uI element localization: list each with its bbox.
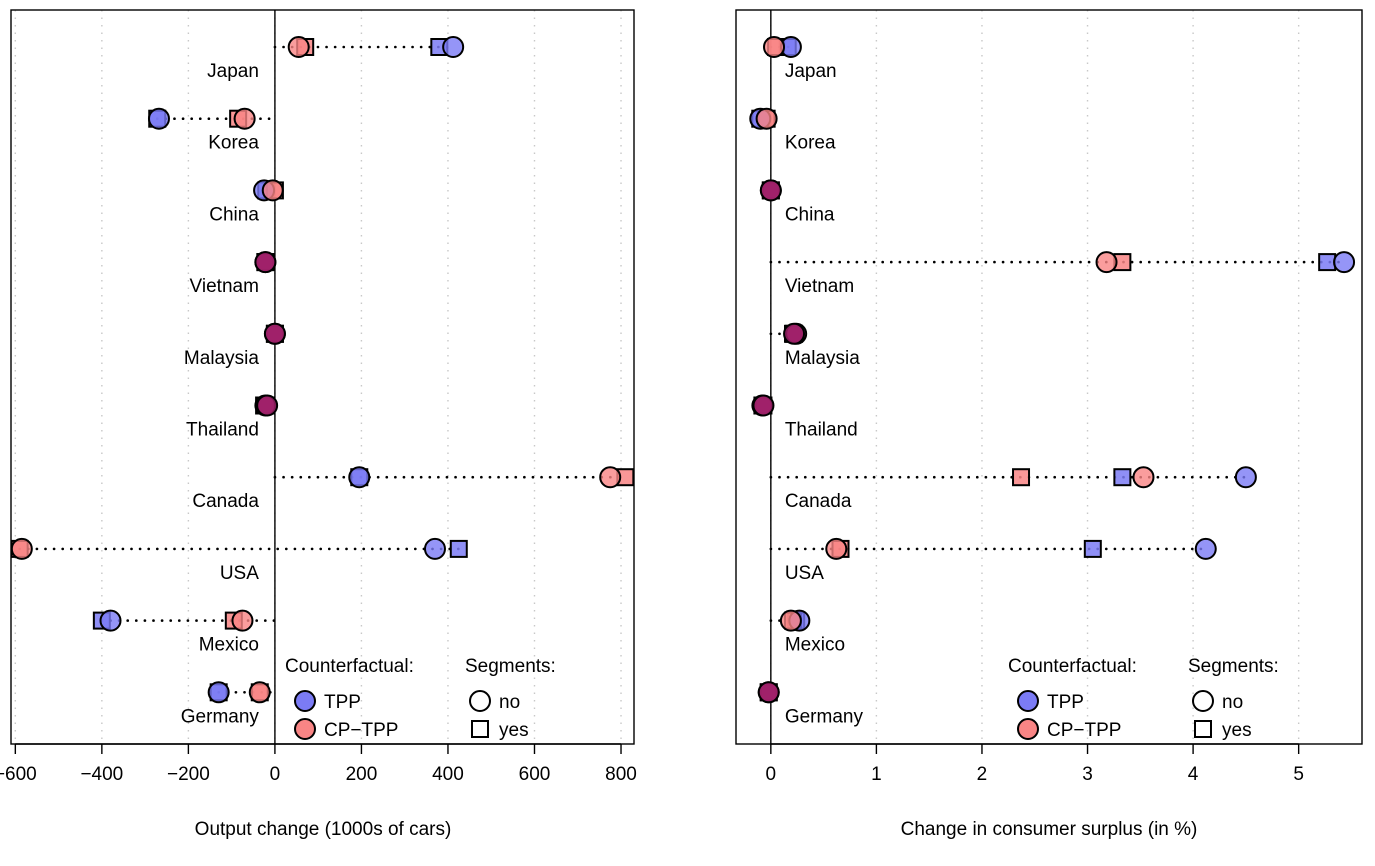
legend-segments-swatch-no <box>469 690 491 712</box>
tpp-no-marker <box>99 609 122 632</box>
x-tick-label: 1 <box>871 764 882 785</box>
cptpp-no-marker <box>763 36 786 58</box>
category-label-mexico: Mexico <box>785 635 845 656</box>
cptpp-no-marker <box>757 681 780 704</box>
legend-counterfactual-title: Counterfactual: <box>285 656 414 677</box>
tpp-no-marker <box>442 36 465 58</box>
category-label-china: China <box>209 204 259 225</box>
legend-counterfactual-swatch-tpp <box>294 690 316 712</box>
tpp-no-marker <box>207 681 230 704</box>
cptpp-no-marker <box>1132 466 1155 489</box>
legend-segments-label-yes: yes <box>1222 720 1252 741</box>
cptpp-no-marker <box>287 36 310 58</box>
tpp-no-marker <box>1194 537 1217 560</box>
tpp-yes-marker <box>449 539 468 558</box>
category-label-thailand: Thailand <box>785 420 858 441</box>
x-tick-label: 200 <box>346 764 378 785</box>
legend-segments-swatch-no <box>1192 690 1214 712</box>
cptpp-no-marker <box>263 322 286 345</box>
tpp-no-marker <box>147 107 170 130</box>
legend-counterfactual-label-cp-tpp: CP−TPP <box>1047 720 1121 741</box>
x-tick-label: −600 <box>0 764 37 785</box>
cptpp-no-marker <box>1095 251 1118 274</box>
x-tick-label: 600 <box>519 764 551 785</box>
legend-counterfactual-title: Counterfactual: <box>1008 656 1137 677</box>
legend-segments-label-yes: yes <box>499 720 529 741</box>
x-tick-label: 4 <box>1188 764 1199 785</box>
category-label-vietnam: Vietnam <box>190 276 259 297</box>
cptpp-no-marker <box>759 179 782 202</box>
cptpp-no-marker <box>248 681 271 704</box>
category-label-germany: Germany <box>785 706 864 727</box>
category-label-korea: Korea <box>208 133 259 154</box>
category-label-japan: Japan <box>785 61 837 82</box>
x-tick-label: 0 <box>766 764 777 785</box>
panel-2: 0 1 2 3 4 5 Change in consumer surplus (in %) J… <box>735 9 1363 840</box>
cptpp-yes-marker <box>1012 468 1031 487</box>
category-label-thailand: Thailand <box>186 420 259 441</box>
category-label-canada: Canada <box>785 491 852 512</box>
cptpp-no-marker <box>256 394 279 417</box>
legend-segments-title: Segments: <box>465 656 556 677</box>
legend: Counterfactual: Segments: TPP CP−TPP no yes <box>1008 656 1279 741</box>
x-tick-label: −400 <box>80 764 123 785</box>
category-label-malaysia: Malaysia <box>184 348 259 369</box>
category-label-korea: Korea <box>785 133 836 154</box>
tpp-no-marker <box>1333 251 1356 274</box>
legend-counterfactual-swatch-tpp <box>1017 690 1039 712</box>
tpp-no-marker <box>348 466 371 489</box>
panel-1: −600 −400 −200 0 200 400 600 800 Output change (… <box>0 9 637 840</box>
category-label-vietnam: Vietnam <box>785 276 854 297</box>
tpp-yes-marker <box>1318 253 1337 272</box>
legend-counterfactual-swatch-cp-tpp <box>294 718 316 740</box>
category-label-japan: Japan <box>207 61 259 82</box>
cptpp-no-marker <box>755 107 778 130</box>
x-tick-label: 400 <box>432 764 464 785</box>
category-label-germany: Germany <box>181 706 260 727</box>
x-tick-label: 5 <box>1293 764 1304 785</box>
cptpp-no-marker <box>233 107 256 130</box>
legend-segments-swatch-yes <box>1194 720 1212 738</box>
category-label-mexico: Mexico <box>199 635 259 656</box>
cptpp-no-marker <box>261 179 284 202</box>
cptpp-no-marker <box>779 609 802 632</box>
plot-frame <box>10 9 635 745</box>
legend-segments-label-no: no <box>499 692 520 713</box>
cptpp-no-marker <box>599 466 622 489</box>
legend-counterfactual-label-tpp: TPP <box>324 692 361 713</box>
tpp-no-marker <box>423 537 446 560</box>
legend: Counterfactual: Segments: TPP CP−TPP no yes <box>285 656 556 741</box>
cptpp-no-marker <box>825 537 848 560</box>
category-label-china: China <box>785 204 835 225</box>
x-axis-title: Change in consumer surplus (in %) <box>901 819 1198 840</box>
cptpp-no-marker <box>752 394 775 417</box>
tpp-yes-marker <box>1113 468 1132 487</box>
x-tick-label: −200 <box>167 764 210 785</box>
cptpp-no-marker <box>231 609 254 632</box>
category-label-canada: Canada <box>192 491 259 512</box>
legend-counterfactual-label-tpp: TPP <box>1047 692 1084 713</box>
tpp-yes-marker <box>1083 539 1102 558</box>
category-label-malaysia: Malaysia <box>785 348 860 369</box>
x-axis-title: Output change (1000s of cars) <box>195 819 452 840</box>
x-tick-label: 3 <box>1082 764 1093 785</box>
x-tick-label: 2 <box>977 764 988 785</box>
cptpp-no-marker <box>254 251 277 274</box>
x-tick-label: 800 <box>605 764 637 785</box>
x-tick-label: 0 <box>270 764 281 785</box>
legend-segments-swatch-yes <box>471 720 489 738</box>
legend-counterfactual-swatch-cp-tpp <box>1017 718 1039 740</box>
tpp-no-marker <box>1234 466 1257 489</box>
category-label-usa: USA <box>785 563 824 584</box>
cptpp-no-marker <box>10 537 33 560</box>
legend-counterfactual-label-cp-tpp: CP−TPP <box>324 720 398 741</box>
cptpp-no-marker <box>783 322 806 345</box>
legend-segments-title: Segments: <box>1188 656 1279 677</box>
legend-segments-label-no: no <box>1222 692 1243 713</box>
category-label-usa: USA <box>220 563 259 584</box>
